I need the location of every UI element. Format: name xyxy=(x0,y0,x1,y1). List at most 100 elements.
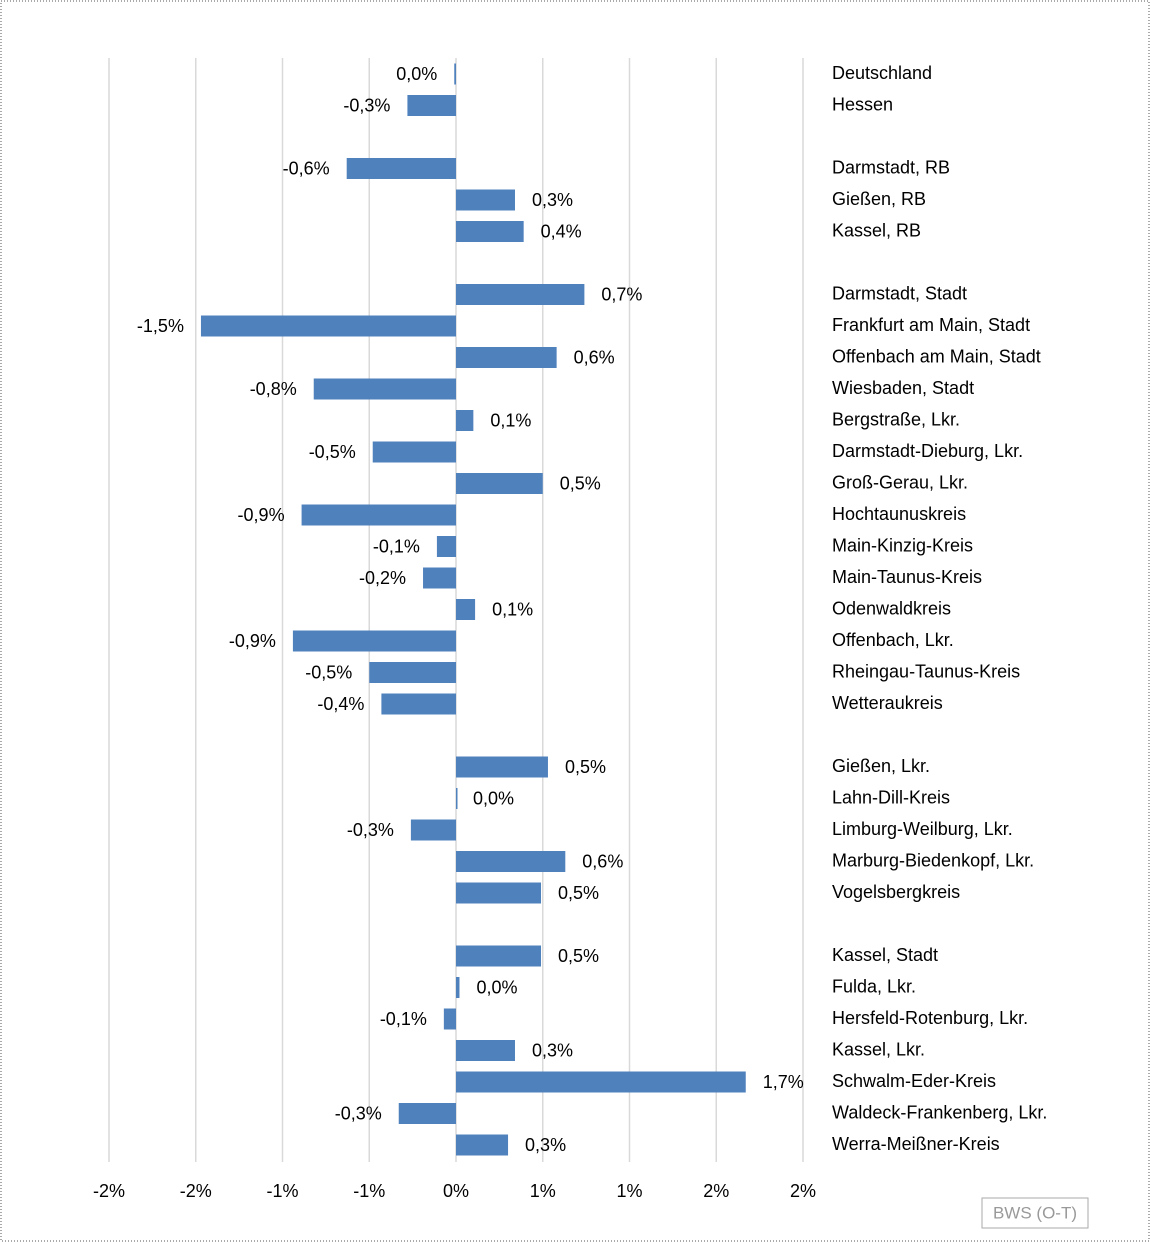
value-label: -0,9% xyxy=(229,631,276,651)
bar xyxy=(292,630,456,652)
category-label: Kassel, RB xyxy=(832,220,921,240)
x-tick-label: -2% xyxy=(180,1181,212,1201)
category-label: Hessen xyxy=(832,94,893,114)
x-tick-label: -1% xyxy=(266,1181,298,1201)
value-label: -0,1% xyxy=(380,1009,427,1029)
bar xyxy=(436,536,456,557)
category-label: Schwalm-Eder-Kreis xyxy=(832,1071,996,1091)
category-label: Groß-Gerau, Lkr. xyxy=(832,472,968,492)
value-label: 0,4% xyxy=(541,221,582,241)
bar xyxy=(456,756,548,778)
category-label: Waldeck-Frankenberg, Lkr. xyxy=(832,1102,1047,1122)
value-label: 0,0% xyxy=(476,977,517,997)
bar xyxy=(407,95,456,116)
category-label: Wetteraukreis xyxy=(832,693,943,713)
bar xyxy=(443,1008,456,1030)
value-label: 0,5% xyxy=(565,757,606,777)
bar xyxy=(381,693,456,715)
bar xyxy=(456,977,460,998)
bar xyxy=(456,1071,746,1093)
bar xyxy=(456,1134,509,1156)
bar xyxy=(456,221,524,242)
value-label: 0,3% xyxy=(532,1040,573,1060)
value-label: -0,9% xyxy=(238,505,285,525)
value-label: 0,5% xyxy=(560,473,601,493)
value-label: -0,3% xyxy=(343,95,390,115)
bar xyxy=(456,851,566,872)
category-label: Main-Taunus-Kreis xyxy=(832,567,982,587)
value-label: 0,3% xyxy=(525,1135,566,1155)
value-label: -1,5% xyxy=(137,316,184,336)
x-tick-label: 2% xyxy=(703,1181,729,1201)
value-label: -0,6% xyxy=(283,158,330,178)
value-label: 0,6% xyxy=(574,347,615,367)
category-label: Werra-Meißner-Kreis xyxy=(832,1134,1000,1154)
bar xyxy=(301,504,456,526)
value-label: -0,1% xyxy=(373,536,420,556)
category-label: Wiesbaden, Stadt xyxy=(832,378,974,398)
source-box xyxy=(981,1197,1089,1229)
value-label: -0,3% xyxy=(335,1103,382,1123)
category-label: Vogelsbergkreis xyxy=(832,882,960,902)
bar xyxy=(456,788,458,809)
x-tick-label: -2% xyxy=(93,1181,125,1201)
value-label: 1,7% xyxy=(763,1072,804,1092)
value-label: 0,3% xyxy=(532,190,573,210)
x-tick-label: 1% xyxy=(616,1181,642,1201)
value-label: -0,5% xyxy=(309,442,356,462)
category-label: Limburg-Weilburg, Lkr. xyxy=(832,819,1013,839)
category-label: Odenwaldkreis xyxy=(832,598,951,618)
bar xyxy=(423,567,456,589)
bar xyxy=(369,662,456,683)
value-label: 0,0% xyxy=(396,64,437,84)
category-label: Rheingau-Taunus-Kreis xyxy=(832,661,1020,681)
value-label: -0,8% xyxy=(250,379,297,399)
category-label: Darmstadt-Dieburg, Lkr. xyxy=(832,441,1023,461)
bar xyxy=(456,882,542,904)
category-label: Deutschland xyxy=(832,63,932,83)
bar xyxy=(456,347,557,368)
category-label: Main-Kinzig-Kreis xyxy=(832,535,973,555)
bar xyxy=(456,284,585,305)
x-tick-label: 1% xyxy=(530,1181,556,1201)
bar xyxy=(454,63,456,85)
value-label: 0,1% xyxy=(492,599,533,619)
category-label: Darmstadt, RB xyxy=(832,157,950,177)
value-label: -0,5% xyxy=(305,662,352,682)
category-label: Marburg-Biedenkopf, Lkr. xyxy=(832,850,1034,870)
bar xyxy=(456,189,515,211)
value-label: 0,7% xyxy=(601,284,642,304)
category-label: Offenbach, Lkr. xyxy=(832,630,954,650)
category-label: Offenbach am Main, Stadt xyxy=(832,346,1041,366)
category-label: Bergstraße, Lkr. xyxy=(832,409,960,429)
bar xyxy=(456,945,542,967)
category-label: Hochtaunuskreis xyxy=(832,504,966,524)
bar xyxy=(456,410,474,431)
value-label: -0,2% xyxy=(359,568,406,588)
category-label: Lahn-Dill-Kreis xyxy=(832,787,950,807)
category-label: Frankfurt am Main, Stadt xyxy=(832,315,1030,335)
value-label: 0,0% xyxy=(473,788,514,808)
x-tick-label: -1% xyxy=(353,1181,385,1201)
value-label: -0,3% xyxy=(347,820,394,840)
bar xyxy=(456,473,543,494)
value-label: 0,5% xyxy=(558,883,599,903)
bar xyxy=(372,441,456,463)
x-tick-label: 0% xyxy=(443,1181,469,1201)
category-label: Gießen, Lkr. xyxy=(832,756,930,776)
bar xyxy=(456,1040,515,1061)
category-label: Kassel, Lkr. xyxy=(832,1039,925,1059)
category-label: Gießen, RB xyxy=(832,189,926,209)
value-label: -0,4% xyxy=(317,694,364,714)
category-label: Kassel, Stadt xyxy=(832,945,938,965)
category-label: Darmstadt, Stadt xyxy=(832,283,967,303)
source: BWS (O-T) xyxy=(993,1203,1077,1222)
value-label: 0,1% xyxy=(490,410,531,430)
bar xyxy=(313,378,456,400)
category-label: Hersfeld-Rotenburg, Lkr. xyxy=(832,1008,1028,1028)
category-label: Fulda, Lkr. xyxy=(832,976,916,996)
bar xyxy=(410,819,456,841)
